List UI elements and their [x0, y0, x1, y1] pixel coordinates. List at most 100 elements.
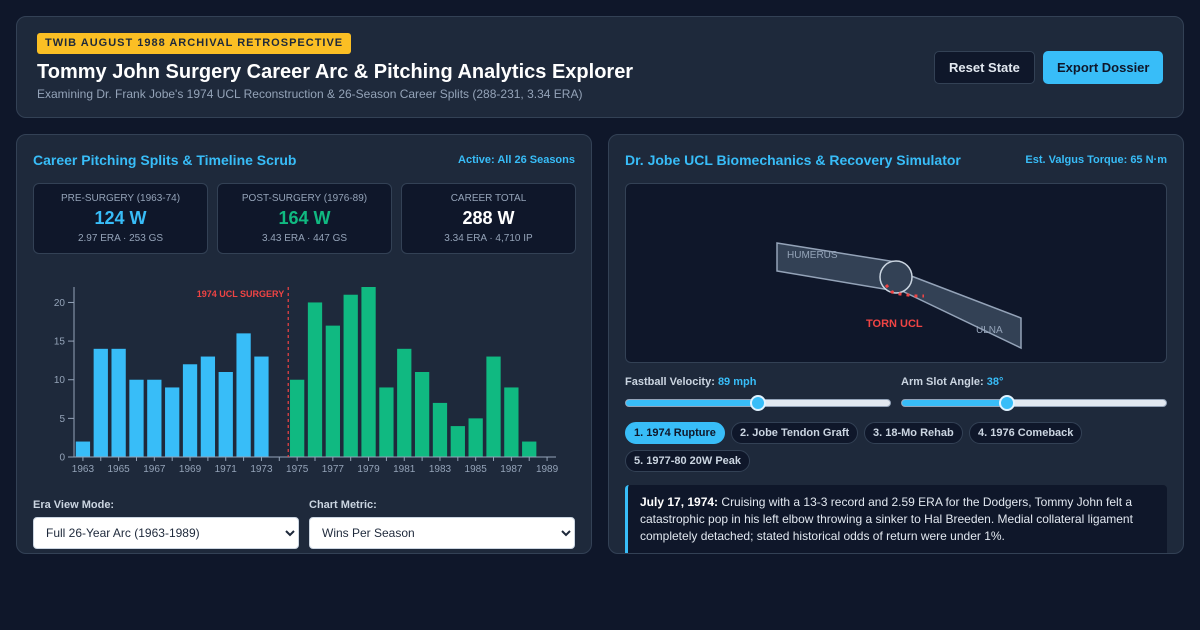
x-tick-label: 1979: [357, 464, 380, 475]
export-dossier-button[interactable]: Export Dossier: [1043, 51, 1164, 84]
stat-sub: 3.43 ERA · 447 GS: [261, 233, 348, 244]
x-tick-label: 1965: [108, 464, 131, 475]
arm-slot-label: Arm Slot Angle: 38°: [901, 376, 1003, 388]
velocity-value: 89 mph: [717, 376, 757, 388]
slider-fill: [626, 400, 759, 406]
bar-1977[interactable]: [325, 325, 340, 457]
y-tick-label: 10: [54, 375, 66, 386]
bar-1971[interactable]: [218, 372, 233, 457]
bar-1968[interactable]: [165, 387, 180, 457]
x-tick-label: 1985: [465, 464, 488, 475]
chart-metric-label: Chart Metric:: [309, 499, 377, 511]
career-splits-panel: Career Pitching Splits & Timeline Scrub …: [16, 134, 592, 554]
active-seasons-label: Active: All 26 Seasons: [458, 154, 575, 166]
y-tick-label: 15: [54, 337, 66, 348]
y-tick-label: 20: [54, 298, 66, 309]
x-tick-label: 1975: [286, 464, 309, 475]
bar-1969[interactable]: [182, 364, 198, 457]
bar-1966[interactable]: [129, 379, 144, 457]
elbow-diagram: HUMERUS ULNA TORN UCL: [776, 242, 1022, 350]
stat-label: CAREER TOTAL: [450, 193, 527, 204]
archive-badge: TWIB AUGUST 1988 ARCHIVAL RETROSPECTIVE: [37, 33, 352, 54]
slider-thumb[interactable]: [750, 395, 766, 411]
bar-1967[interactable]: [147, 379, 162, 457]
panel-title: Dr. Jobe UCL Biomechanics & Recovery Sim…: [625, 152, 961, 168]
phase-button-peak[interactable]: 5. 1977-80 20W Peak: [625, 450, 751, 472]
x-tick-label: 1989: [536, 464, 559, 475]
ulna-label: ULNA: [976, 325, 1003, 336]
stat-value: 124 W: [94, 208, 147, 228]
slider-fill: [902, 400, 1009, 406]
elbow-simulator-canvas[interactable]: HUMERUS ULNA TORN UCL: [625, 183, 1167, 363]
torn-ucl-ligament: [884, 284, 924, 298]
x-tick-label: 1971: [215, 464, 238, 475]
panel-title: Career Pitching Splits & Timeline Scrub: [33, 152, 297, 168]
stat-value: 288 W: [462, 208, 515, 228]
velocity-slider[interactable]: [625, 393, 891, 413]
bar-1986[interactable]: [486, 356, 501, 457]
phase-button-tendon-graft[interactable]: 2. Jobe Tendon Graft: [731, 422, 859, 444]
arm-slot-label-text: Arm Slot Angle:: [901, 376, 984, 388]
bar-1976[interactable]: [307, 302, 323, 457]
surgery-marker-label: 1974 UCL SURGERY: [197, 289, 285, 299]
x-tick-label: 1981: [393, 464, 416, 475]
bar-1964[interactable]: [93, 348, 108, 457]
era-view-label: Era View Mode:: [33, 499, 115, 511]
narrative-date: July 17, 1974:: [640, 495, 719, 509]
bar-1973[interactable]: [254, 356, 269, 457]
bar-1988[interactable]: [522, 441, 537, 457]
phase-button-comeback[interactable]: 4. 1976 Comeback: [969, 422, 1083, 444]
x-tick-label: 1977: [322, 464, 345, 475]
reset-state-button[interactable]: Reset State: [934, 51, 1035, 84]
chart-metric-select[interactable]: Wins Per Season: [309, 517, 575, 549]
page-header: TWIB AUGUST 1988 ARCHIVAL RETROSPECTIVE …: [16, 16, 1184, 118]
bar-1975[interactable]: [290, 379, 305, 457]
era-view-select[interactable]: Full 26-Year Arc (1963-1989): [33, 517, 299, 549]
bar-1981[interactable]: [397, 348, 412, 457]
stat-sub: 2.97 ERA · 253 GS: [77, 233, 164, 244]
phase-button-rupture[interactable]: 1. 1974 Rupture: [625, 422, 725, 444]
stat-label: POST-SURGERY (1976-89): [241, 193, 368, 204]
arm-slot-value: 38°: [986, 376, 1004, 388]
bar-1983[interactable]: [432, 402, 448, 457]
stat-card-pre-surgery: PRE-SURGERY (1963-74) 124 W 2.97 ERA · 2…: [33, 183, 208, 254]
elbow-joint[interactable]: [879, 260, 913, 294]
slider-thumb[interactable]: [999, 395, 1016, 411]
stat-card-career-total: CAREER TOTAL 288 W 3.34 ERA · 4,710 IP: [401, 183, 576, 254]
velocity-label-text: Fastball Velocity:: [625, 376, 715, 388]
humerus-label: HUMERUS: [787, 250, 838, 261]
ulna-bone: [899, 273, 1022, 350]
page-title: Tommy John Surgery Career Arc & Pitching…: [37, 61, 634, 83]
x-tick-label: 1983: [429, 464, 452, 475]
bar-1972[interactable]: [236, 333, 251, 457]
bar-1982[interactable]: [414, 372, 430, 457]
bar-1984[interactable]: [450, 426, 465, 457]
stat-value: 164 W: [278, 208, 331, 228]
y-tick-label: 5: [59, 414, 65, 425]
bar-1978[interactable]: [343, 294, 358, 457]
stat-card-post-surgery: POST-SURGERY (1976-89) 164 W 3.43 ERA · …: [217, 183, 392, 254]
slider-track[interactable]: [901, 399, 1167, 407]
arm-slot-slider[interactable]: [901, 393, 1167, 413]
wins-bar-chart[interactable]: 0 5 10 15 20 1963 1965 1967 1969 1971 1973 1975 1977…: [17, 275, 592, 480]
x-tick-label: 1963: [72, 464, 95, 475]
bar-1965[interactable]: [111, 348, 126, 457]
stat-label: PRE-SURGERY (1963-74): [60, 193, 181, 204]
x-tick-label: 1969: [179, 464, 202, 475]
x-tick-label: 1973: [250, 464, 273, 475]
stat-sub: 3.34 ERA · 4,710 IP: [444, 233, 533, 244]
x-tick-label: 1967: [143, 464, 166, 475]
bar-1963[interactable]: [75, 441, 91, 457]
phase-narrative: July 17, 1974: Cruising with a 13-3 reco…: [625, 485, 1167, 553]
bar-1987[interactable]: [504, 387, 519, 457]
velocity-label: Fastball Velocity: 89 mph: [625, 376, 756, 388]
y-tick-label: 0: [59, 453, 65, 464]
bar-1985[interactable]: [468, 418, 483, 457]
x-tick-label: 1987: [500, 464, 523, 475]
bar-1970[interactable]: [200, 356, 216, 457]
page-subtitle: Examining Dr. Frank Jobe's 1974 UCL Reco…: [37, 87, 583, 101]
valgus-torque-label: Est. Valgus Torque: 65 N·m: [1025, 154, 1167, 166]
bar-1979[interactable]: [361, 287, 376, 457]
phase-button-rehab[interactable]: 3. 18-Mo Rehab: [864, 422, 963, 444]
bar-1980[interactable]: [379, 387, 394, 457]
